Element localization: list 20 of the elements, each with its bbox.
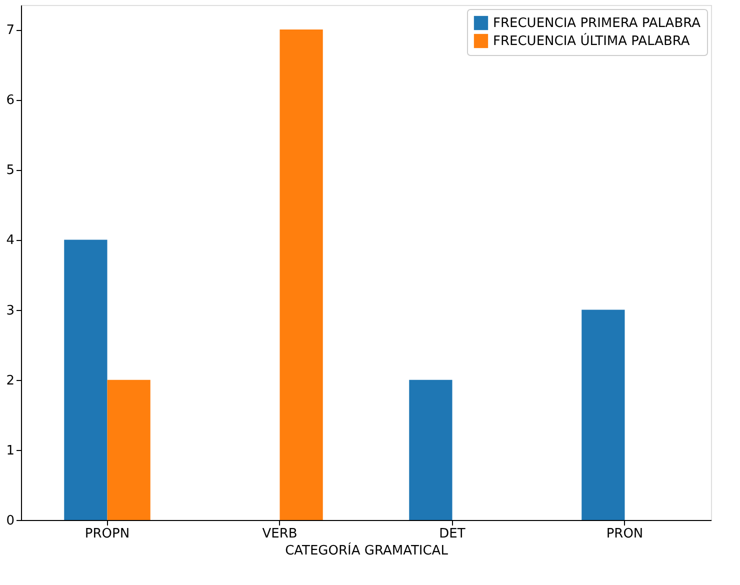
x-tick-label: PROPN: [84, 526, 130, 542]
legend-label: FRECUENCIA ÚLTIMA PALABRA: [493, 32, 690, 49]
y-tick-label: 3: [6, 303, 14, 318]
x-tick-label: PRON: [606, 526, 644, 542]
y-tick-label: 2: [6, 373, 14, 388]
bar: [409, 380, 452, 520]
x-axis-title: CATEGORÍA GRAMATICAL: [285, 542, 449, 558]
bar: [64, 240, 108, 520]
bar: [280, 30, 323, 520]
x-tick-label: DET: [439, 526, 466, 542]
y-tick-label: 5: [6, 163, 14, 178]
bar: [582, 310, 625, 520]
x-tick-label: VERB: [262, 526, 298, 542]
bar: [107, 380, 150, 520]
legend-label: FRECUENCIA PRIMERA PALABRA: [493, 16, 701, 31]
y-tick-label: 6: [6, 93, 14, 108]
y-tick-label: 4: [6, 233, 14, 248]
y-tick-label: 0: [6, 514, 14, 528]
y-tick-label: 7: [6, 23, 14, 38]
y-tick-label: 1: [6, 443, 14, 458]
